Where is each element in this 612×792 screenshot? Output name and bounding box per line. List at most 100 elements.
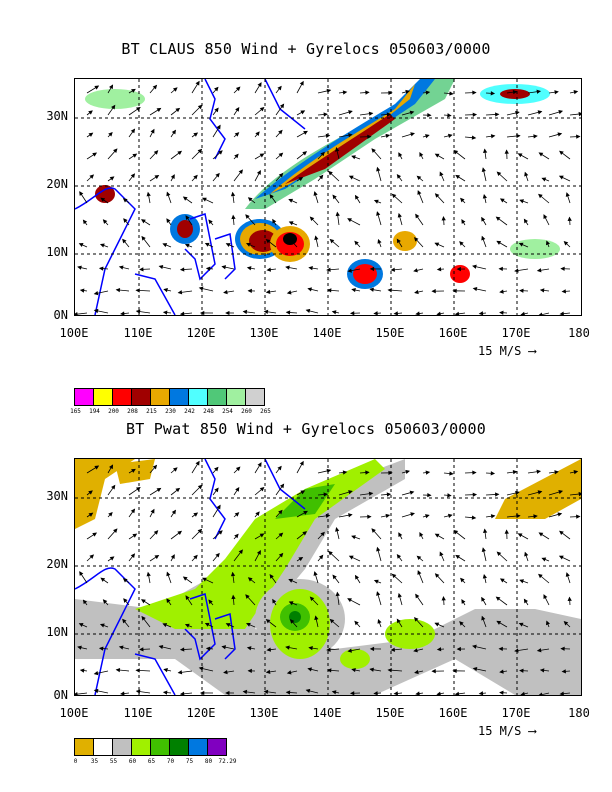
wind-arrow-head: [314, 615, 319, 621]
wind-arrow-head: [277, 85, 282, 91]
wind-arrow-head: [256, 550, 261, 555]
legend-swatch: [208, 389, 227, 405]
wind-arrow-head: [533, 134, 538, 139]
wind-arrow-head: [300, 110, 306, 115]
legend-swatch: [151, 739, 170, 755]
wind-arrow-head: [563, 240, 569, 246]
wind-arrow-head: [272, 598, 277, 604]
wind-arrow-head: [215, 172, 220, 178]
wind-arrow-head: [94, 85, 100, 90]
wind-arrow-head: [82, 219, 88, 225]
wind-arrow-head: [565, 192, 570, 197]
wind-arrow-head: [523, 218, 528, 224]
wind-arrow-head: [245, 242, 251, 247]
wind-arrow-head: [537, 490, 543, 495]
wind-arrow-head: [132, 153, 138, 158]
wind-arrow-head: [278, 552, 284, 558]
wind-arrow-head: [266, 267, 272, 272]
legend-swatch: [94, 389, 113, 405]
wind-arrow-head: [490, 471, 496, 476]
wind-arrow-head: [499, 198, 505, 203]
wind-arrow-head: [373, 311, 378, 315]
wind-arrow-head: [100, 197, 106, 202]
wind-arrow-head: [560, 646, 565, 651]
wind-arrow-head: [177, 530, 183, 536]
wind-arrow-head: [538, 152, 544, 157]
wind-arrow-head: [377, 618, 382, 624]
wind-arrow-head: [455, 554, 461, 559]
wind-arrow-head: [447, 493, 452, 498]
wind-arrow-head: [171, 129, 176, 135]
legend-label: 60: [128, 758, 137, 765]
wind-arrow-head: [182, 196, 188, 201]
wind-arrow-head: [354, 194, 360, 200]
wind-arrow-head: [170, 174, 175, 179]
wind-arrow-head: [208, 219, 213, 225]
wind-arrow-head: [558, 110, 564, 115]
wind-arrow-head: [286, 670, 292, 675]
wind-arrow-head: [367, 514, 372, 519]
wind-arrow-head: [388, 470, 393, 476]
wind-arrow-head: [413, 617, 419, 622]
wind-arrow-head: [514, 648, 519, 653]
wind-arrow-head: [259, 486, 265, 492]
wind-arrow-head: [199, 310, 205, 315]
wind-arrow-head: [478, 311, 484, 315]
wind-arrow-head: [225, 243, 231, 248]
wind-arrow-head: [77, 645, 82, 650]
wind-arrow-head: [318, 174, 324, 180]
wind-vectors: [75, 460, 581, 695]
wind-arrow-head: [263, 689, 269, 694]
wind-arrow-head: [417, 190, 422, 195]
wind-arrow-head: [376, 211, 381, 216]
wind-arrow-head: [289, 239, 295, 244]
wind-arrow-head: [242, 309, 248, 315]
coastline: [75, 459, 306, 695]
wind-arrow-head: [130, 553, 136, 558]
wind-arrow-head: [130, 128, 136, 134]
wind-arrow-head: [514, 268, 519, 273]
wind-arrow-head: [516, 513, 521, 519]
wind-arrow-head: [436, 267, 442, 272]
wind-arrow-head: [573, 90, 579, 95]
wind-arrow-head: [115, 287, 121, 293]
wind-arrow-head: [75, 692, 78, 695]
legend-label: 80: [204, 758, 213, 765]
wind-arrow-head: [561, 289, 566, 294]
wind-arrow-head: [230, 571, 236, 577]
wind-arrow-head: [520, 311, 525, 315]
wind-arrow-head: [139, 647, 144, 652]
legend-label: 75: [185, 758, 194, 765]
wind-arrow-head: [388, 90, 393, 96]
legend-label: 72.29: [218, 758, 237, 765]
wind-arrow-head: [376, 591, 381, 596]
wind-arrow-head: [351, 667, 356, 673]
wind-arrow-head: [410, 132, 415, 137]
wind-arrow-head: [135, 106, 141, 112]
wind-arrow-head: [413, 268, 418, 273]
wind-arrow-head: [471, 135, 477, 140]
wind-arrow-head: [247, 668, 252, 674]
wind-arrow-head: [120, 311, 125, 315]
wind-arrow-head: [351, 155, 356, 160]
wind-arrow-head: [387, 668, 392, 673]
wind-arrow-head: [152, 84, 158, 90]
wind-arrow-head: [543, 594, 548, 599]
wind-arrow-head: [515, 110, 520, 116]
wind-arrow-head: [79, 288, 85, 293]
legend-swatch: [94, 739, 113, 755]
wind-arrow-head: [456, 646, 461, 652]
wind-arrow-head: [373, 579, 379, 584]
legend-label: 0: [73, 758, 78, 765]
wind-arrow-head: [122, 198, 128, 203]
top-xlabel-180: 180: [568, 326, 590, 340]
top-xlabel-100e: 100E: [59, 326, 89, 340]
wind-arrow-head: [158, 264, 164, 270]
wind-arrow-head: [102, 219, 108, 224]
wind-arrow-head: [495, 492, 500, 497]
wind-arrow-head: [410, 512, 415, 517]
wind-arrow-head: [369, 646, 375, 652]
wind-arrow-head: [376, 166, 381, 172]
wind-arrow-head: [416, 555, 422, 561]
scale-arrow-icon: ⟶: [528, 344, 536, 358]
